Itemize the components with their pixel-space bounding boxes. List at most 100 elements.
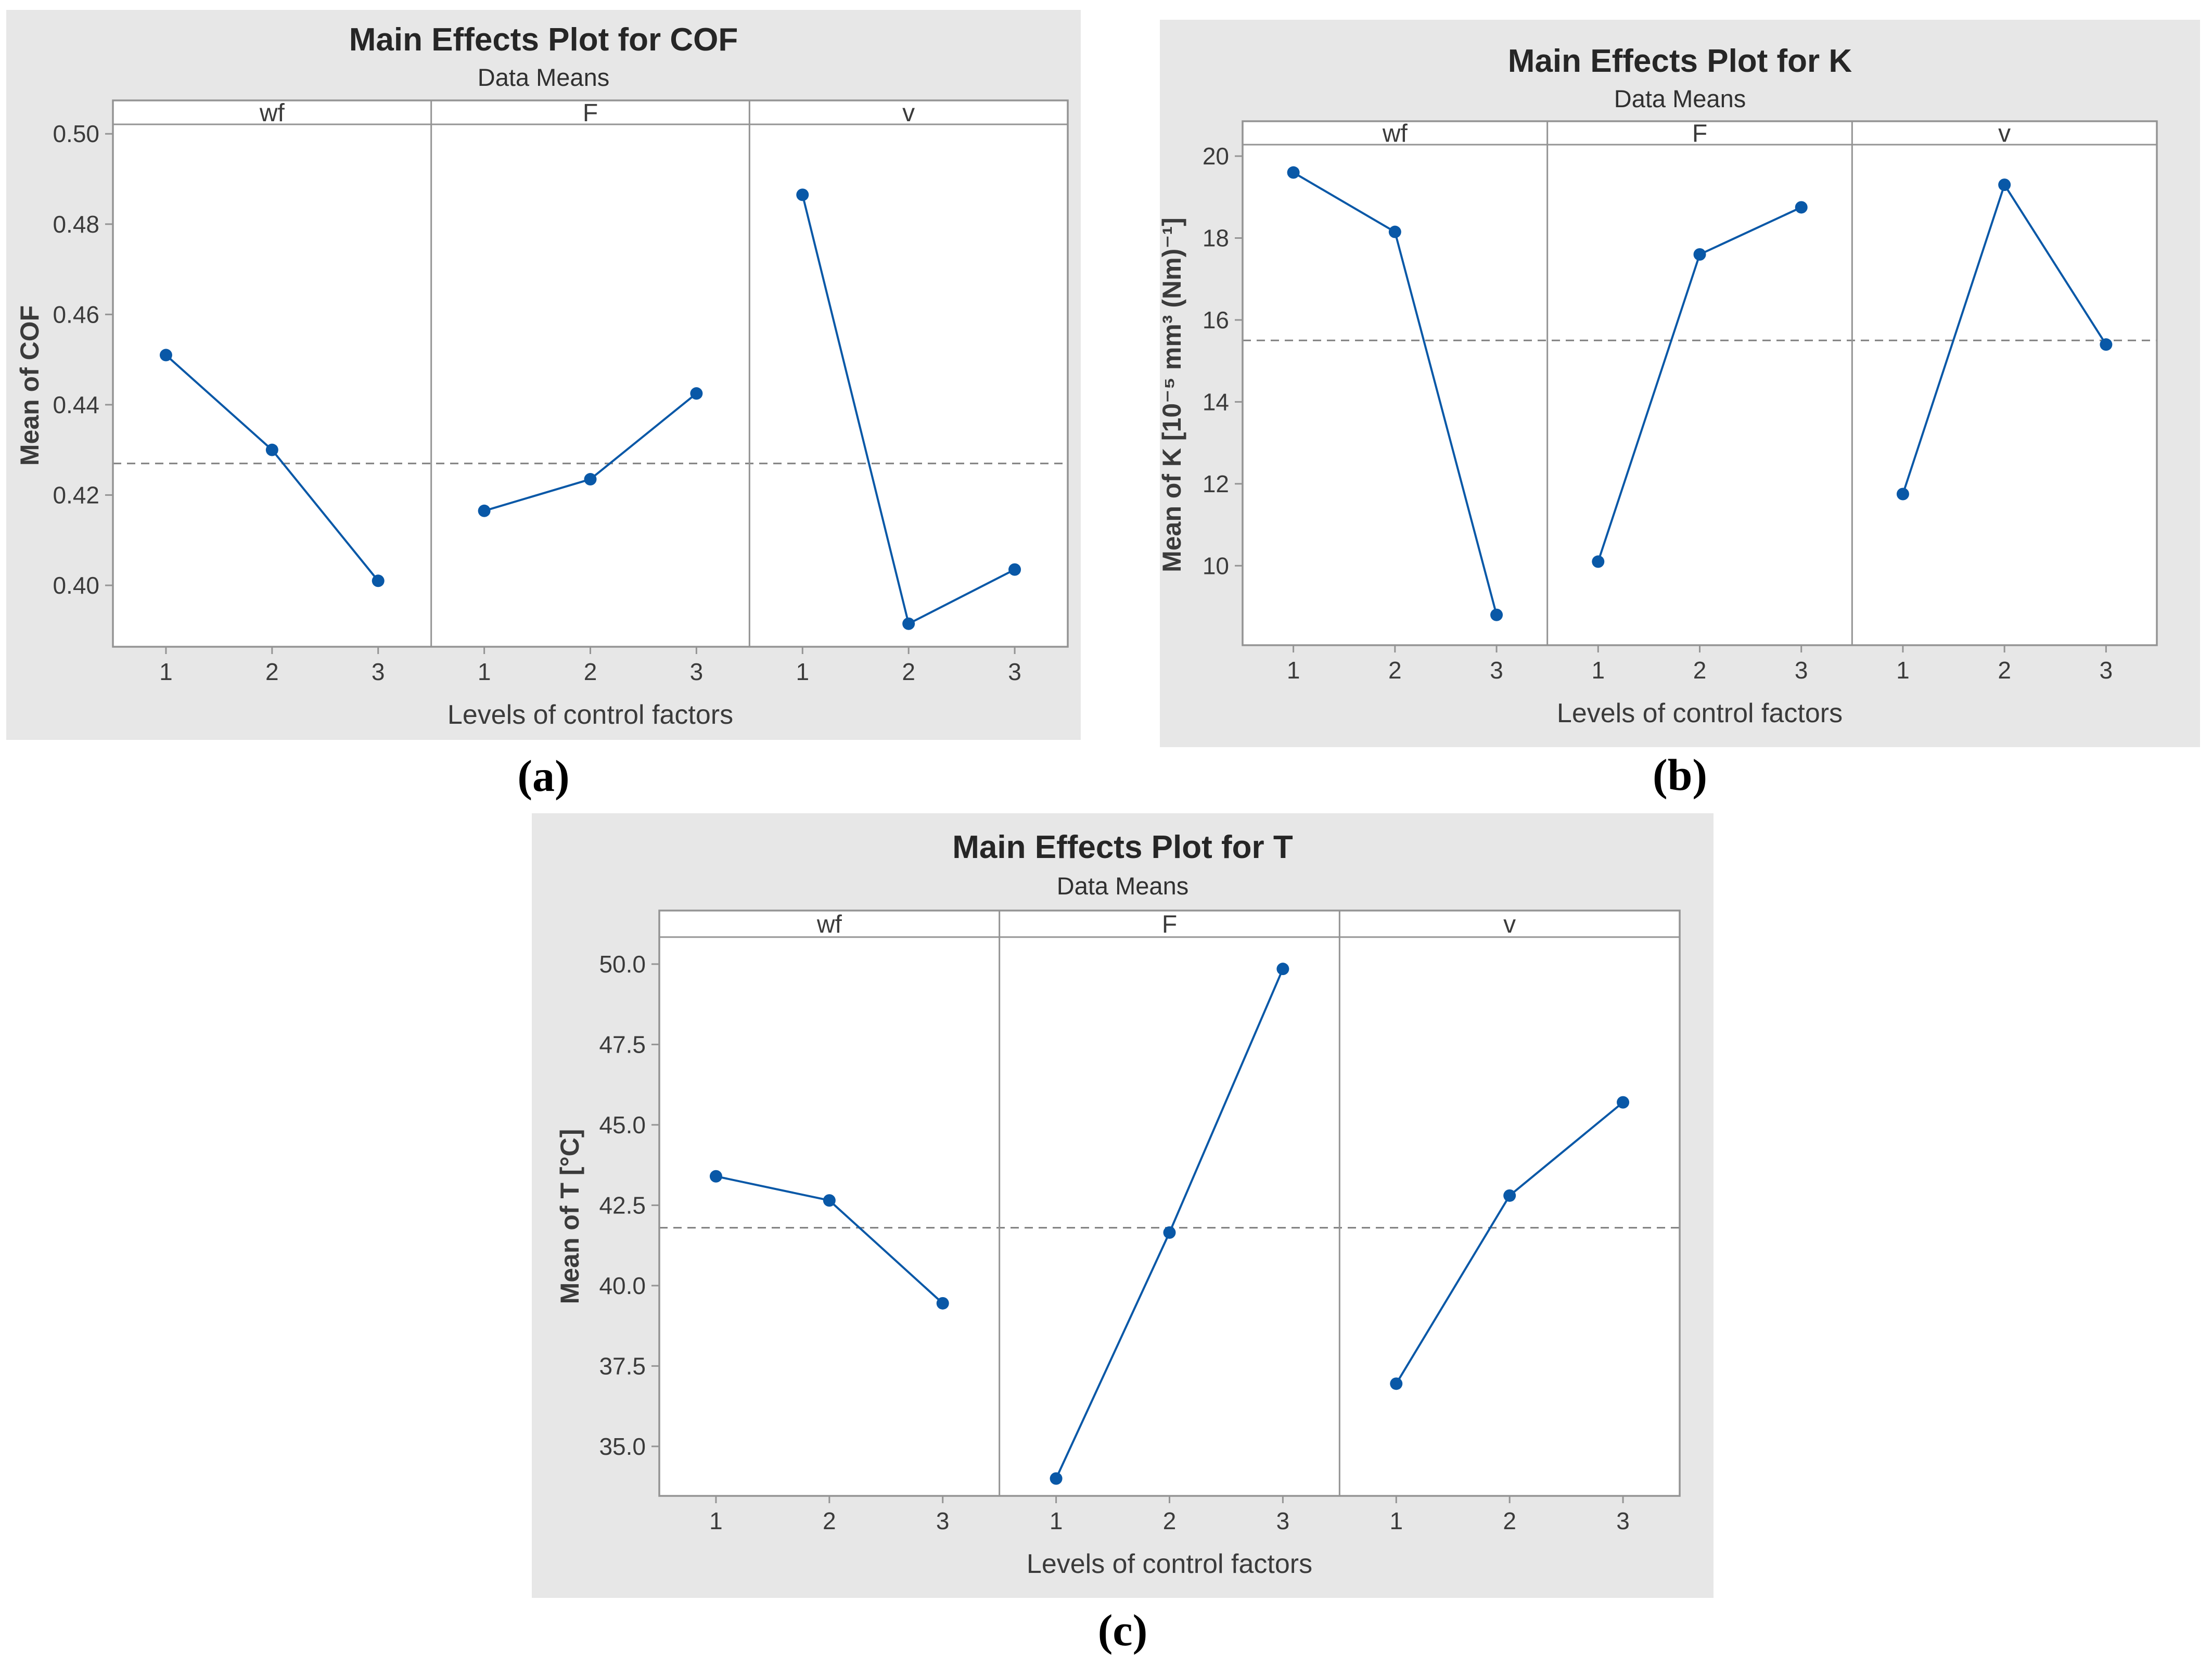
- x-axis-label: Levels of control factors: [447, 700, 733, 730]
- data-point-marker: [2100, 338, 2113, 351]
- y-tick-label: 45.0: [599, 1111, 646, 1138]
- x-tick-label: 3: [1616, 1507, 1630, 1534]
- data-point-marker: [265, 443, 278, 456]
- plot-frame: [1242, 120, 2158, 646]
- data-point-marker: [478, 504, 491, 517]
- data-point-marker: [1503, 1189, 1516, 1202]
- chart-canvas: 1 2 3 wf 1 2 3 F 1 2 3 v 0.40 0.42 0.44 0.46 0.48 0.50 Lev…: [6, 10, 1081, 740]
- chart-title: Main Effects Plot for T: [952, 829, 1293, 865]
- x-tick-label: 1: [1287, 657, 1300, 684]
- data-point-marker: [1050, 1472, 1063, 1485]
- data-point-marker: [902, 617, 915, 630]
- data-point-marker: [372, 574, 385, 587]
- plot-area: [659, 911, 1680, 1496]
- y-tick-label: 0.42: [53, 481, 99, 508]
- x-tick-label: 2: [584, 658, 597, 685]
- panel-header-label: v: [1998, 120, 2011, 148]
- plot-area: [1243, 121, 2157, 645]
- x-tick-label: 2: [823, 1507, 836, 1534]
- panel-header-label: v: [902, 99, 915, 127]
- main-effects-plot-t-figure: 1 2 3 wf 1 2 3 F 1 2 3 v 35.0 37.5 40.0 42.5 45.0 47.5 50.…: [532, 813, 1714, 1598]
- x-tick-label: 2: [902, 658, 915, 685]
- x-tick-label: 1: [1050, 1507, 1063, 1534]
- figure-caption-a: (a): [517, 751, 570, 801]
- y-tick-label: 20: [1203, 143, 1229, 170]
- data-point-marker: [1592, 555, 1605, 568]
- data-point-marker: [936, 1297, 949, 1310]
- chart-svg: 1 2 3 wf 1 2 3 F 1 2 3 v 35.0 37.5 40.0 42.5 45.0 47.5 50.…: [555, 910, 1681, 1579]
- chart-canvas: 1 2 3 wf 1 2 3 F 1 2 3 v 10 12 14 16 18 20 Levels of contr…: [1160, 20, 2200, 747]
- data-point-marker: [159, 349, 172, 362]
- chart-title: Main Effects Plot for K: [1507, 43, 1852, 79]
- y-tick-label: 0.50: [53, 120, 99, 147]
- x-tick-label: 3: [690, 658, 704, 685]
- data-point-marker: [709, 1170, 722, 1183]
- data-point-marker: [796, 188, 809, 201]
- chart-title: Main Effects Plot for COF: [349, 22, 738, 58]
- x-tick-label: 2: [1503, 1507, 1516, 1534]
- main-effects-plot-k-figure: 1 2 3 wf 1 2 3 F 1 2 3 v 10 12 14 16 18 20 Levels of contr…: [1160, 20, 2200, 747]
- y-tick-label: 16: [1203, 306, 1229, 334]
- x-tick-label: 2: [1998, 657, 2011, 684]
- panel-header-label: F: [1692, 120, 1707, 148]
- y-axis-label: Mean of COF: [15, 305, 44, 466]
- y-tick-label: 14: [1203, 388, 1229, 415]
- y-axis-label: Mean of K [10⁻⁵ mm³ (Nm)⁻¹]: [1160, 217, 1186, 572]
- y-tick-label: 0.44: [53, 391, 99, 418]
- data-point-marker: [1896, 488, 1909, 501]
- data-point-marker: [1490, 608, 1503, 621]
- x-tick-label: 3: [1276, 1507, 1290, 1534]
- x-axis-label: Levels of control factors: [1557, 698, 1843, 728]
- y-tick-label: 37.5: [599, 1352, 646, 1379]
- x-tick-label: 3: [2100, 657, 2113, 684]
- x-tick-label: 3: [1795, 657, 1808, 684]
- data-point-marker: [690, 387, 703, 400]
- x-tick-label: 1: [478, 658, 491, 685]
- chart-canvas: 1 2 3 wf 1 2 3 F 1 2 3 v 35.0 37.5 40.0 42.5 45.0 47.5 50.…: [532, 813, 1714, 1598]
- plot-area: [113, 100, 1068, 647]
- y-tick-label: 35.0: [599, 1433, 646, 1460]
- x-tick-label: 1: [1896, 657, 1910, 684]
- x-tick-label: 1: [159, 658, 173, 685]
- data-point-marker: [1998, 178, 2011, 191]
- y-axis-label: Mean of T [°C]: [555, 1129, 584, 1304]
- y-tick-label: 0.46: [53, 301, 99, 328]
- data-point-marker: [1795, 201, 1808, 214]
- x-tick-label: 2: [265, 658, 279, 685]
- data-point-marker: [1287, 166, 1300, 179]
- panel-header-label: wf: [259, 99, 285, 127]
- x-tick-label: 3: [372, 658, 385, 685]
- data-point-marker: [1276, 963, 1289, 976]
- data-point-marker: [1388, 225, 1401, 238]
- panel-header-label: wf: [1382, 120, 1408, 148]
- y-tick-label: 47.5: [599, 1031, 646, 1058]
- panel-header-label: F: [1162, 911, 1177, 939]
- y-tick-label: 18: [1203, 224, 1229, 251]
- y-tick-label: 50.0: [599, 951, 646, 978]
- x-tick-label: 2: [1693, 657, 1707, 684]
- data-point-marker: [1693, 248, 1706, 261]
- x-tick-label: 2: [1388, 657, 1402, 684]
- x-tick-label: 3: [936, 1507, 950, 1534]
- panel-header-label: v: [1503, 911, 1516, 939]
- y-tick-label: 40.0: [599, 1272, 646, 1299]
- plot-frame: [658, 910, 1681, 1497]
- y-tick-label: 12: [1203, 470, 1229, 497]
- chart-subtitle: Data Means: [1056, 872, 1189, 900]
- x-tick-label: 1: [1389, 1507, 1403, 1534]
- chart-svg: 1 2 3 wf 1 2 3 F 1 2 3 v 0.40 0.42 0.44 0.46 0.48 0.50 Lev…: [15, 99, 1069, 730]
- y-tick-label: 10: [1203, 552, 1229, 579]
- x-tick-label: 1: [709, 1507, 723, 1534]
- data-point-marker: [1163, 1226, 1176, 1239]
- x-tick-label: 3: [1490, 657, 1503, 684]
- chart-subtitle: Data Means: [477, 63, 610, 91]
- plot-frame: [112, 99, 1069, 648]
- chart-subtitle: Data Means: [1614, 85, 1746, 112]
- figure-caption-b: (b): [1652, 750, 1708, 800]
- data-point-marker: [1008, 563, 1021, 576]
- figure-caption-c: (c): [1097, 1605, 1148, 1655]
- y-tick-label: 0.48: [53, 211, 99, 238]
- main-effects-plot-cof-figure: 1 2 3 wf 1 2 3 F 1 2 3 v 0.40 0.42 0.44 0.46 0.48 0.50 Lev…: [6, 10, 1081, 740]
- data-point-marker: [1390, 1377, 1403, 1390]
